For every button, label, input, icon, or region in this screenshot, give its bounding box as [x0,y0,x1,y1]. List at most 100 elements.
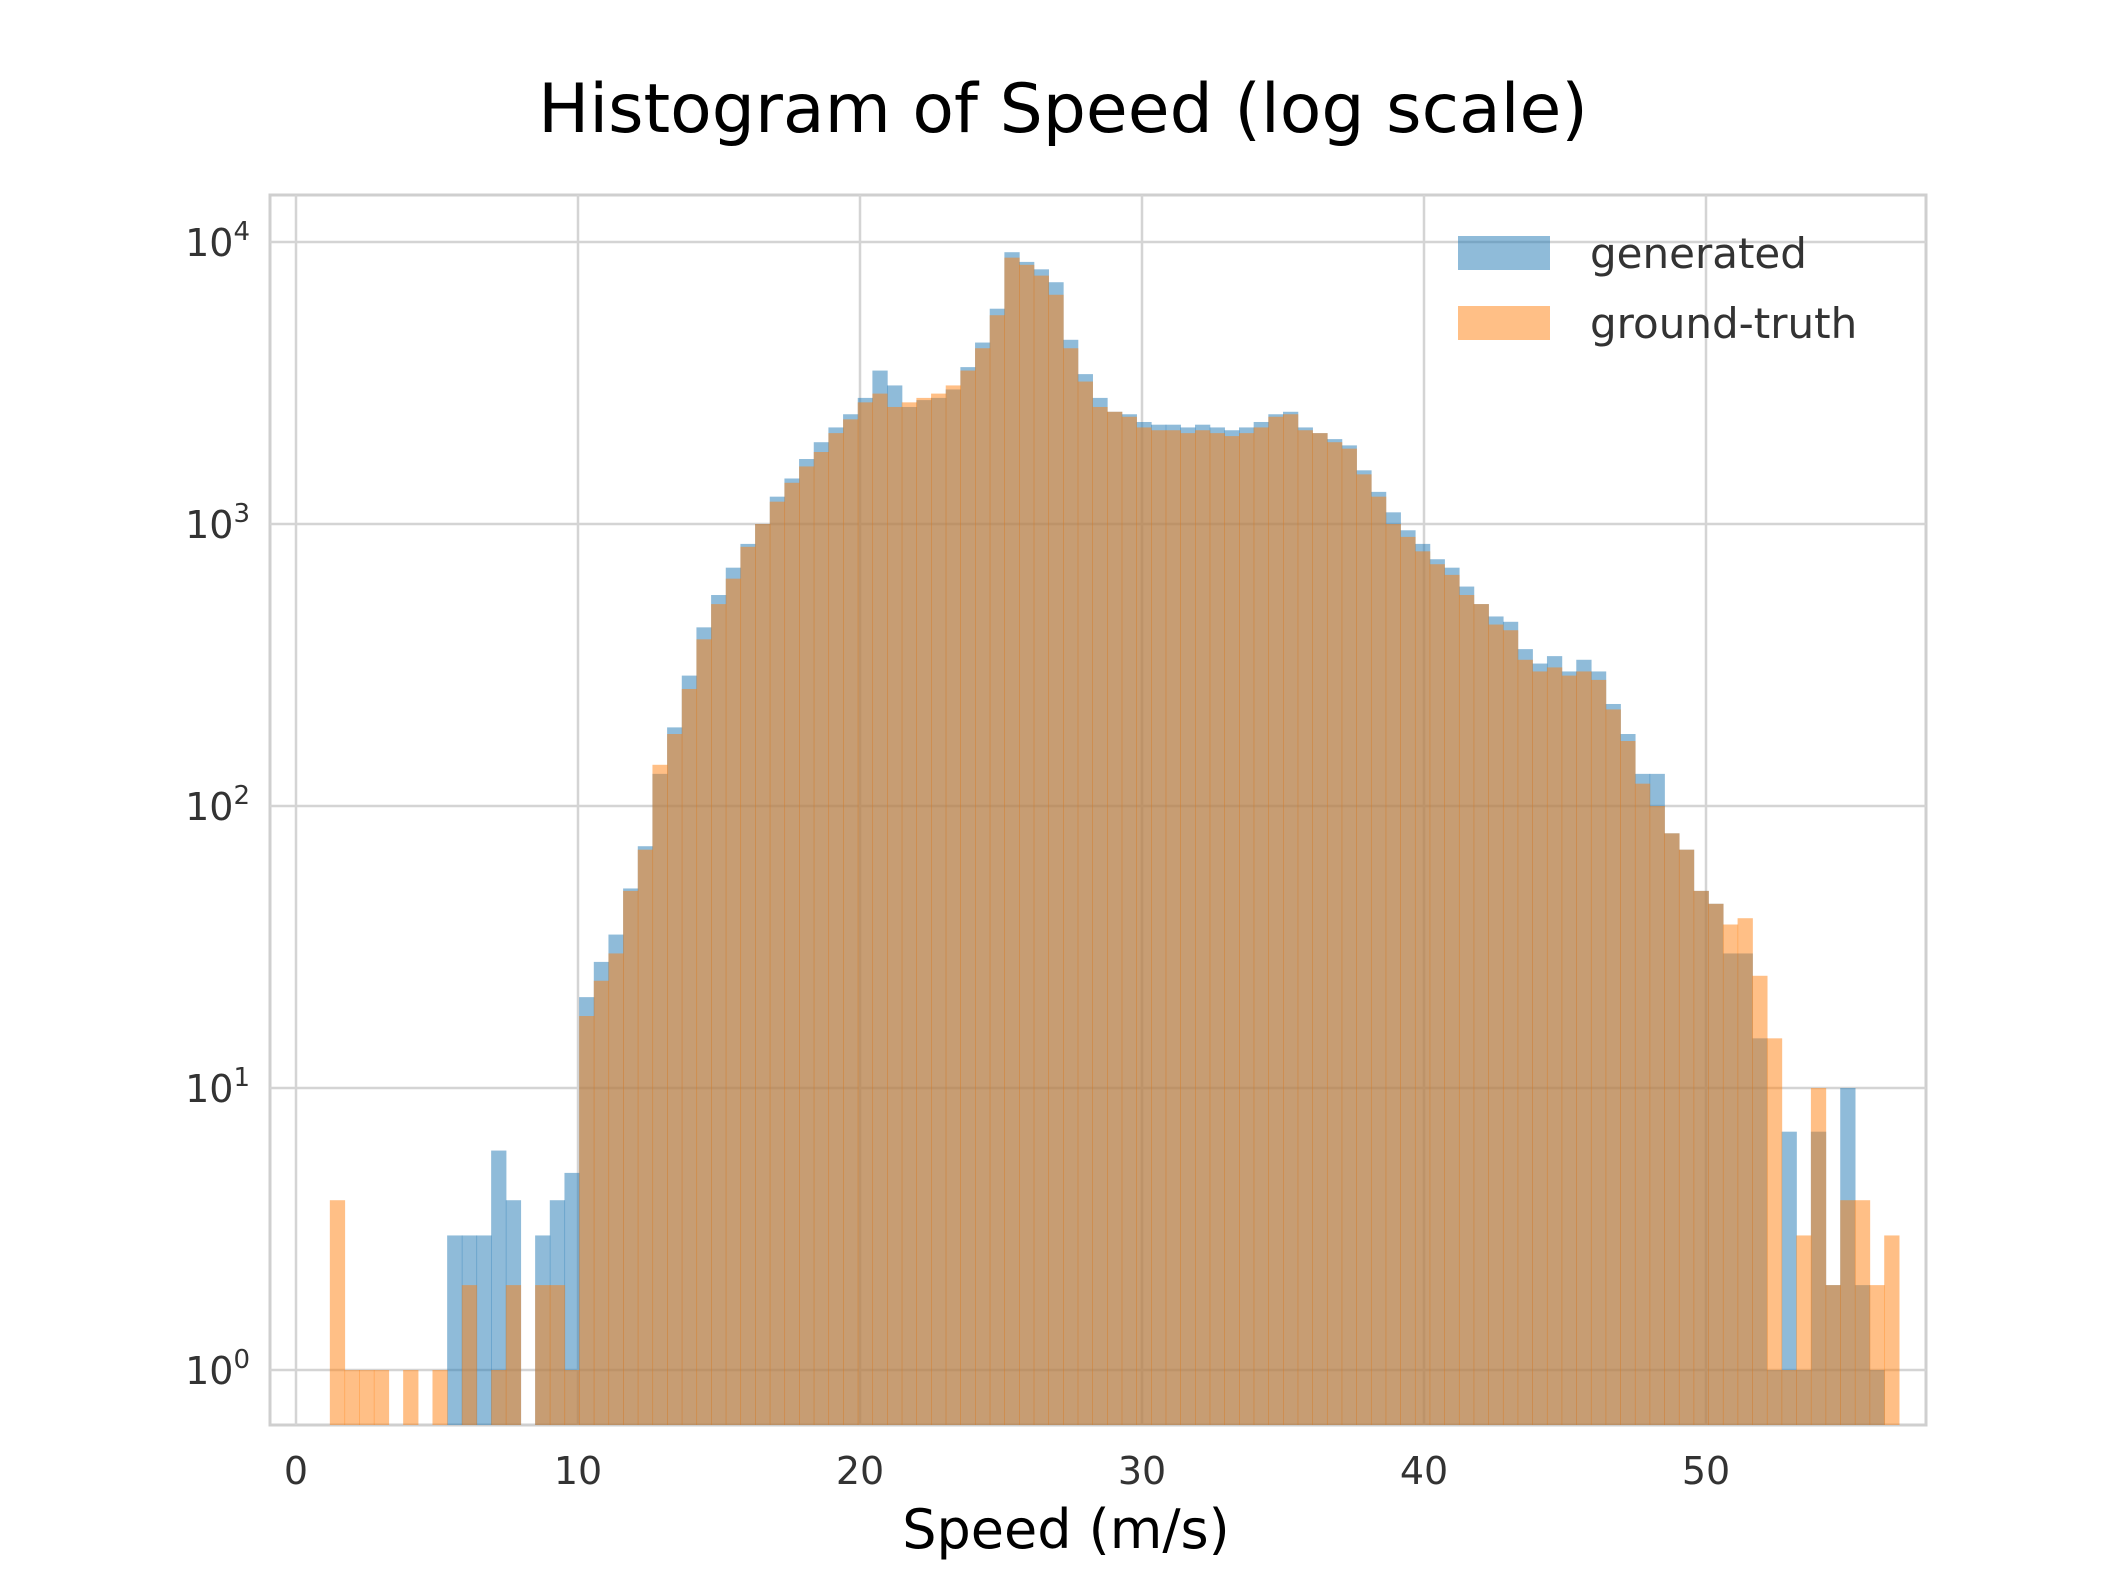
bar-ground-truth [1605,709,1621,1425]
bar-ground-truth [1722,924,1739,1425]
bar-ground-truth [344,1370,360,1425]
bar-ground-truth [403,1370,419,1425]
bar-ground-truth [461,1285,478,1425]
bar-ground-truth [1297,430,1313,1426]
bar-ground-truth [1312,433,1328,1425]
bar-ground-truth [1077,381,1093,1425]
bar-ground-truth [931,393,947,1425]
bar-ground-truth [1063,348,1079,1426]
bar-ground-truth [1546,667,1563,1425]
bar-ground-truth [1253,427,1269,1426]
bar-ground-truth [1488,624,1504,1425]
x-tick-label: 50 [1682,1449,1730,1493]
bar-ground-truth [1517,659,1533,1425]
bar-ground-truth [1356,474,1372,1425]
bar-ground-truth [681,688,698,1425]
bar-ground-truth [1341,448,1357,1425]
bar-ground-truth [1634,783,1651,1425]
bar-ground-truth [1151,430,1167,1426]
bar-ground-truth [1708,903,1724,1425]
bar-ground-truth [1121,416,1137,1426]
y-tick-label: 101 [185,1063,250,1111]
series-ground-truth-bars [329,257,1900,1426]
bar-ground-truth [945,385,961,1425]
bar-ground-truth [1444,574,1460,1425]
bar-ground-truth [1678,849,1695,1425]
bar-generated [447,1235,463,1425]
bar-ground-truth [1239,433,1255,1425]
bar-ground-truth [1825,1285,1841,1425]
bar-ground-truth [359,1370,375,1425]
bar-ground-truth [1781,1370,1797,1425]
bar-ground-truth [491,1370,507,1425]
bar-ground-truth [887,406,903,1425]
bar-ground-truth [916,397,932,1426]
legend: generated ground-truth [1458,229,1857,348]
bar-ground-truth [623,890,639,1425]
bar-ground-truth [828,433,844,1425]
bar-generated [564,1172,580,1425]
bar-ground-truth [1854,1200,1871,1425]
x-tick-label: 40 [1400,1449,1448,1493]
bar-ground-truth [652,764,668,1425]
bar-ground-truth [1195,430,1211,1426]
bar-ground-truth [1429,564,1445,1425]
bar-ground-truth [1649,806,1665,1425]
bar-ground-truth [960,370,976,1426]
bar-ground-truth [1810,1088,1827,1425]
bar-ground-truth [1224,436,1240,1425]
bar-ground-truth [1532,671,1548,1425]
bar-ground-truth [1796,1235,1812,1425]
y-tick-label: 102 [185,781,250,829]
bar-ground-truth [975,348,991,1426]
bar-ground-truth [593,980,610,1425]
bar-ground-truth [1385,524,1401,1425]
bar-generated [476,1235,492,1425]
x-tick-label: 0 [284,1449,308,1493]
bar-ground-truth [1884,1235,1900,1425]
bar-ground-truth [1107,411,1123,1426]
bar-ground-truth [432,1370,448,1425]
bar-ground-truth [769,501,786,1425]
bar-ground-truth [1004,257,1020,1425]
bar-ground-truth [1209,433,1225,1425]
bar-ground-truth [725,578,742,1425]
bar-ground-truth [784,482,800,1426]
bar-ground-truth [1766,1038,1783,1425]
bar-ground-truth [1283,414,1299,1426]
bar-ground-truth [329,1200,346,1425]
bar-ground-truth [579,1016,595,1425]
bar-ground-truth [1664,833,1680,1425]
bar-ground-truth [1752,975,1768,1425]
bar-ground-truth [1620,741,1636,1425]
bar-ground-truth [1136,427,1152,1426]
bar-ground-truth [857,402,874,1425]
bar-ground-truth [872,393,888,1425]
bar-ground-truth [901,402,917,1425]
bar-ground-truth [755,524,771,1425]
bar-ground-truth [1576,671,1592,1425]
bar-ground-truth [564,1370,580,1425]
bar-ground-truth [1473,604,1489,1425]
bar-ground-truth [1048,294,1064,1425]
bar-ground-truth [1165,430,1181,1426]
bar-ground-truth [1561,675,1577,1425]
bar-ground-truth [1414,551,1431,1425]
bar-ground-truth [549,1285,566,1425]
bar-ground-truth [373,1370,390,1425]
bar-ground-truth [1268,416,1284,1426]
x-tick-label: 20 [836,1449,884,1493]
bar-ground-truth [813,452,830,1425]
bar-ground-truth [667,734,683,1425]
bar-generated [491,1150,507,1425]
bar-ground-truth [1840,1200,1856,1425]
bar-ground-truth [1502,630,1519,1425]
bar-generated [1781,1131,1797,1425]
y-axis-ticks: 100 101 102 103 104 [185,217,250,1393]
bar-ground-truth [711,604,727,1425]
bar-ground-truth [1092,406,1108,1425]
y-tick-label: 104 [185,217,250,265]
bar-ground-truth [608,953,624,1425]
x-tick-label: 10 [554,1449,602,1493]
bar-ground-truth [696,639,712,1425]
